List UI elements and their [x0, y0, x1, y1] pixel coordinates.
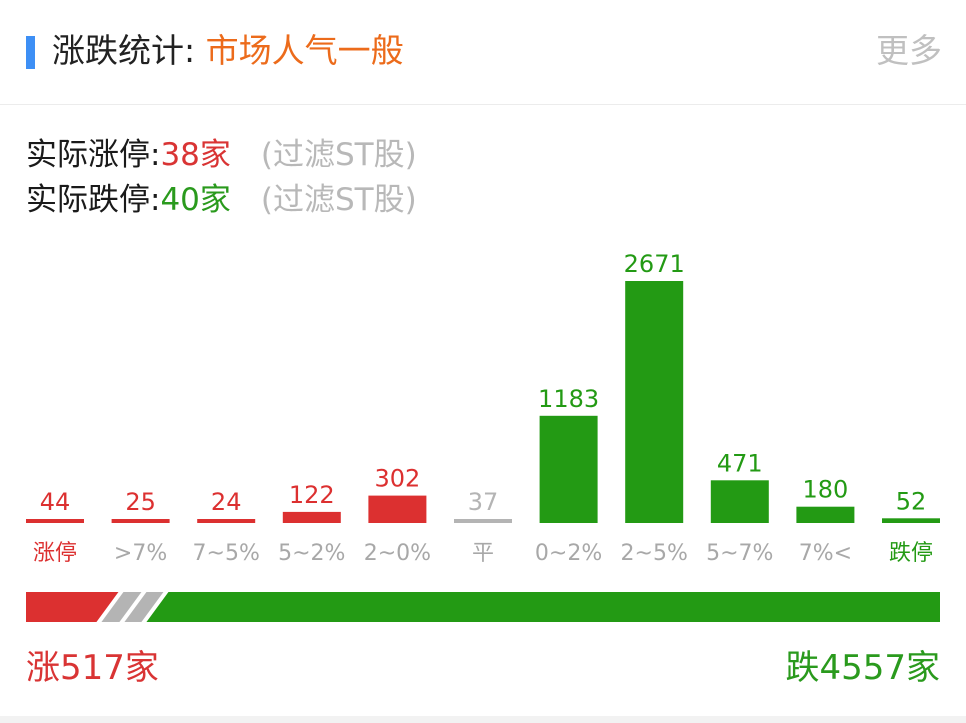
bar-value-label-5: 37: [468, 488, 499, 516]
bar-value-label-4: 302: [374, 465, 420, 493]
limit-up-filter-note: (过滤ST股): [260, 137, 417, 173]
category-label-4: 2~0%: [364, 541, 431, 566]
category-label-3: 5~2%: [278, 541, 345, 566]
bar-7: [625, 281, 684, 523]
limit-up-stat: 实际涨停:38家 (过滤ST股): [26, 133, 417, 177]
limit-down-stat: 实际跌停:40家 (过滤ST股): [26, 178, 417, 222]
limit-down-label: 实际跌停:: [26, 182, 161, 218]
limit-up-value: 38家: [160, 137, 231, 173]
category-label-8: 5~7%: [706, 541, 773, 566]
category-label-10: 跌停: [889, 541, 933, 566]
category-label-1: >7%: [114, 541, 167, 566]
bar-value-label-7: 2671: [624, 250, 685, 278]
category-label-7: 2~5%: [621, 541, 688, 566]
header-title-label: 涨跌统计:: [52, 31, 196, 70]
bottom-divider: [0, 716, 966, 723]
header-title: 涨跌统计: 市场人气一般: [52, 28, 404, 74]
market-mood: 市场人气一般: [205, 31, 404, 70]
rise-fall-ratio-bar: [26, 592, 941, 622]
ratio-flat-segment-b: [124, 592, 164, 622]
bar-6: [539, 415, 598, 523]
bar-value-label-8: 471: [717, 449, 763, 477]
bar-value-label-3: 122: [289, 481, 335, 509]
bar-4: [368, 495, 427, 523]
bar-value-label-0: 44: [40, 488, 71, 516]
limit-down-filter-note: (过滤ST股): [260, 182, 417, 218]
bar-5: [454, 519, 512, 523]
bar-value-label-2: 24: [211, 488, 242, 516]
total-up-count: 涨517家: [26, 648, 159, 688]
more-link[interactable]: 更多: [876, 31, 942, 70]
bar-value-label-1: 25: [125, 488, 156, 516]
ratio-down-segment: [146, 592, 941, 622]
bar-value-label-6: 1183: [538, 385, 599, 413]
bar-value-label-10: 52: [896, 487, 927, 515]
distribution-chart: 44 涨停 25 >7% 24 7~5% 122 5~2% 302 2~0% 37 平 1183 0~2%…: [26, 250, 940, 566]
category-label-2: 7~5%: [193, 541, 260, 566]
limit-up-label: 实际涨停:: [26, 137, 161, 173]
bar-10: [882, 518, 940, 523]
bar-3: [282, 511, 341, 523]
bar-1: [111, 519, 170, 523]
category-label-9: 7%<: [799, 541, 852, 566]
header-accent-bar: [26, 36, 35, 69]
bar-9: [796, 506, 855, 523]
ratio-flat-segment-a: [101, 592, 142, 622]
limit-down-value: 40家: [160, 182, 231, 218]
bar-2: [197, 519, 256, 523]
bar-0: [26, 519, 84, 523]
bar-value-label-9: 180: [802, 476, 848, 504]
category-label-5: 平: [472, 541, 494, 566]
category-label-6: 0~2%: [535, 541, 602, 566]
category-label-0: 涨停: [33, 541, 77, 566]
card-header: 涨跌统计: 市场人气一般 更多: [0, 0, 966, 105]
total-down-count: 跌4557家: [785, 648, 940, 688]
ratio-up-segment: [26, 592, 119, 622]
bar-8: [710, 480, 769, 523]
